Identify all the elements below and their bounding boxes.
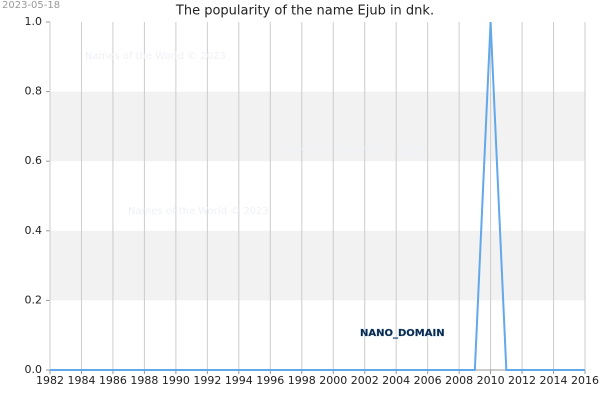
watermark: Names of the World © 2023 <box>285 146 426 157</box>
x-tick-label: 2010 <box>477 374 505 387</box>
x-tick-label: 2012 <box>508 374 536 387</box>
y-tick-label: 0.4 <box>25 224 43 237</box>
grid-band <box>50 230 585 301</box>
x-tick-label: 1986 <box>99 374 127 387</box>
y-tick-label: 0.8 <box>25 85 43 98</box>
chart-title: The popularity of the name Ejub in dnk. <box>175 4 434 19</box>
date-stamp: 2023-05-18 <box>2 0 60 11</box>
x-tick-label: 1988 <box>130 374 158 387</box>
x-tick-label: 1996 <box>256 374 284 387</box>
x-tick-label: 1984 <box>67 374 95 387</box>
y-tick-label: 0.0 <box>25 363 43 376</box>
x-tick-label: 1990 <box>162 374 190 387</box>
x-tick-label: 2000 <box>319 374 347 387</box>
watermark: Names of the World © 2023 <box>128 206 269 217</box>
x-tick-label: 2006 <box>414 374 442 387</box>
y-tick-label: 1.0 <box>25 15 43 28</box>
x-tick-label: 2008 <box>445 374 473 387</box>
x-tick-label: 1994 <box>225 374 253 387</box>
x-tick-label: 2016 <box>571 374 599 387</box>
y-tick-label: 0.2 <box>25 293 43 306</box>
x-tick-label: 2004 <box>382 374 410 387</box>
x-tick-label: 1998 <box>288 374 316 387</box>
y-tick-label: 0.6 <box>25 154 43 167</box>
watermark: Names of the World © 2023 <box>85 51 226 62</box>
annotation: NANO_DOMAIN <box>360 328 445 339</box>
x-tick-label: 1992 <box>193 374 221 387</box>
series-line <box>50 21 585 371</box>
x-tick-label: 2002 <box>351 374 379 387</box>
x-tick-label: 1982 <box>36 374 64 387</box>
x-tick-label: 2014 <box>540 374 568 387</box>
